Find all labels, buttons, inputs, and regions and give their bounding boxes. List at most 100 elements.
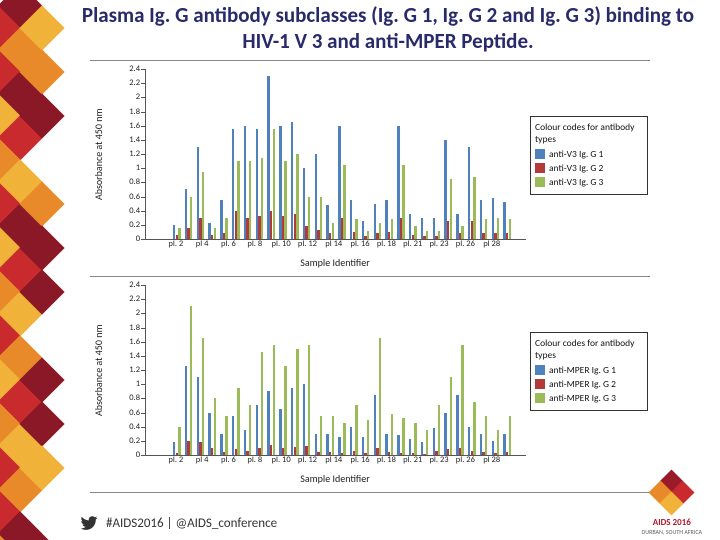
legend-row: anti-MPER Ig. G 2 xyxy=(535,378,643,390)
y-tick: 2.4 xyxy=(90,280,140,290)
brand-logo-icon xyxy=(650,471,694,515)
bar xyxy=(355,405,358,455)
bar xyxy=(296,349,299,455)
bar xyxy=(273,345,276,455)
bar xyxy=(438,405,441,455)
bar xyxy=(214,228,217,239)
bar xyxy=(308,197,311,240)
bar xyxy=(190,306,193,455)
chart-panel-mper: Absorbance at 450 nm Sample Identifier C… xyxy=(90,276,650,493)
footer-hashtag: #AIDS2016 | @AIDS_conference xyxy=(106,516,277,531)
y-tick: 0.8 xyxy=(90,393,140,403)
y-tick: 1 xyxy=(90,163,140,173)
bar xyxy=(374,395,377,455)
y-tick: 0 xyxy=(90,234,140,244)
bar xyxy=(320,197,323,240)
bar xyxy=(367,231,370,240)
legend-row: anti-V3 Ig. G 3 xyxy=(535,176,643,188)
legend-row: anti-MPER Ig. G 1 xyxy=(535,364,643,376)
x-tick: pl 28 xyxy=(483,455,500,465)
bar xyxy=(284,161,287,239)
legend-v3: Colour codes for antibody types anti-V3 … xyxy=(530,116,648,195)
bar xyxy=(391,414,394,455)
x-tick: pl. 18 xyxy=(377,239,396,249)
y-tick: 2 xyxy=(90,308,140,318)
y-tick: 2.2 xyxy=(90,294,140,304)
x-tick: pl. 16 xyxy=(350,239,369,249)
y-tick: 0.2 xyxy=(90,436,140,446)
bar xyxy=(237,161,240,239)
legend-mper: Colour codes for antibody types anti-MPE… xyxy=(530,332,648,411)
bar xyxy=(178,228,181,239)
bar xyxy=(461,345,464,455)
y-tick: 0.2 xyxy=(90,220,140,230)
bar xyxy=(485,219,488,239)
bar xyxy=(402,165,405,239)
bar xyxy=(355,219,358,239)
legend-label: anti-V3 Ig. G 1 xyxy=(549,148,603,160)
y-tick: 0 xyxy=(90,450,140,460)
bar xyxy=(315,154,318,239)
bar xyxy=(202,338,205,455)
legend-label: anti-MPER Ig. G 3 xyxy=(549,392,616,404)
bar xyxy=(249,161,252,239)
bar xyxy=(414,423,417,455)
legend-label: anti-MPER Ig. G 2 xyxy=(549,378,616,390)
bar xyxy=(214,398,217,455)
bar xyxy=(509,416,512,455)
bar xyxy=(225,416,228,455)
bar xyxy=(296,154,299,239)
legend-swatch xyxy=(535,365,545,375)
slide-title: Plasma Ig. G antibody subclasses (Ig. G … xyxy=(80,2,696,55)
charts-area: Absorbance at 450 nm Sample Identifier C… xyxy=(90,60,650,490)
legend-title: Colour codes for antibody types xyxy=(535,121,643,145)
bar xyxy=(391,219,394,239)
legend-label: anti-V3 Ig. G 2 xyxy=(549,162,603,174)
bar xyxy=(461,226,464,239)
bar xyxy=(426,231,429,240)
bar xyxy=(414,226,417,239)
y-tick: 0.6 xyxy=(90,408,140,418)
x-tick: pl. 6 xyxy=(221,455,236,465)
x-tick: pl. 23 xyxy=(429,455,448,465)
x-tick: pl 4 xyxy=(196,455,209,465)
bar xyxy=(485,416,488,455)
y-tick: 0.8 xyxy=(90,177,140,187)
bar xyxy=(497,430,500,455)
footer-twitter: #AIDS2016 | @AIDS_conference xyxy=(80,514,277,532)
bar xyxy=(332,416,335,455)
legend-swatch xyxy=(535,177,545,187)
legend-row: anti-MPER Ig. G 3 xyxy=(535,392,643,404)
x-tick: pl. 12 xyxy=(298,239,317,249)
x-tick: pl. 10 xyxy=(272,239,291,249)
x-tick: pl. 21 xyxy=(403,239,422,249)
bar xyxy=(237,388,240,455)
x-tick: pl. 18 xyxy=(377,455,396,465)
bar xyxy=(379,223,382,239)
x-tick: pl. 21 xyxy=(403,455,422,465)
bar xyxy=(379,338,382,455)
x-tick: pl 4 xyxy=(196,239,209,249)
plot-area-mper xyxy=(145,285,526,456)
x-tick: pl. 12 xyxy=(298,455,317,465)
bar xyxy=(284,366,287,455)
x-tick: pl. 8 xyxy=(247,239,262,249)
brand-line1: AIDS 2016 xyxy=(642,517,702,528)
bar xyxy=(473,177,476,239)
x-tick: pl. 2 xyxy=(168,239,183,249)
y-tick: 0.4 xyxy=(90,206,140,216)
y-tick: 2.4 xyxy=(90,64,140,74)
aids2016-brand: AIDS 2016 DURBAN, SOUTH AFRICA xyxy=(642,471,702,536)
y-tick: 2 xyxy=(90,92,140,102)
x-axis-label: Sample Identifier xyxy=(145,256,525,269)
y-tick: 0.4 xyxy=(90,422,140,432)
chart-panel-v3: Absorbance at 450 nm Sample Identifier C… xyxy=(90,60,650,276)
x-tick: pl. 6 xyxy=(221,239,236,249)
y-tick: 1 xyxy=(90,379,140,389)
legend-title: Colour codes for antibody types xyxy=(535,337,643,361)
x-tick: pl. 23 xyxy=(429,239,448,249)
legend-swatch xyxy=(535,379,545,389)
y-tick: 1.2 xyxy=(90,149,140,159)
x-tick: pl. 26 xyxy=(456,455,475,465)
bar xyxy=(303,384,306,455)
